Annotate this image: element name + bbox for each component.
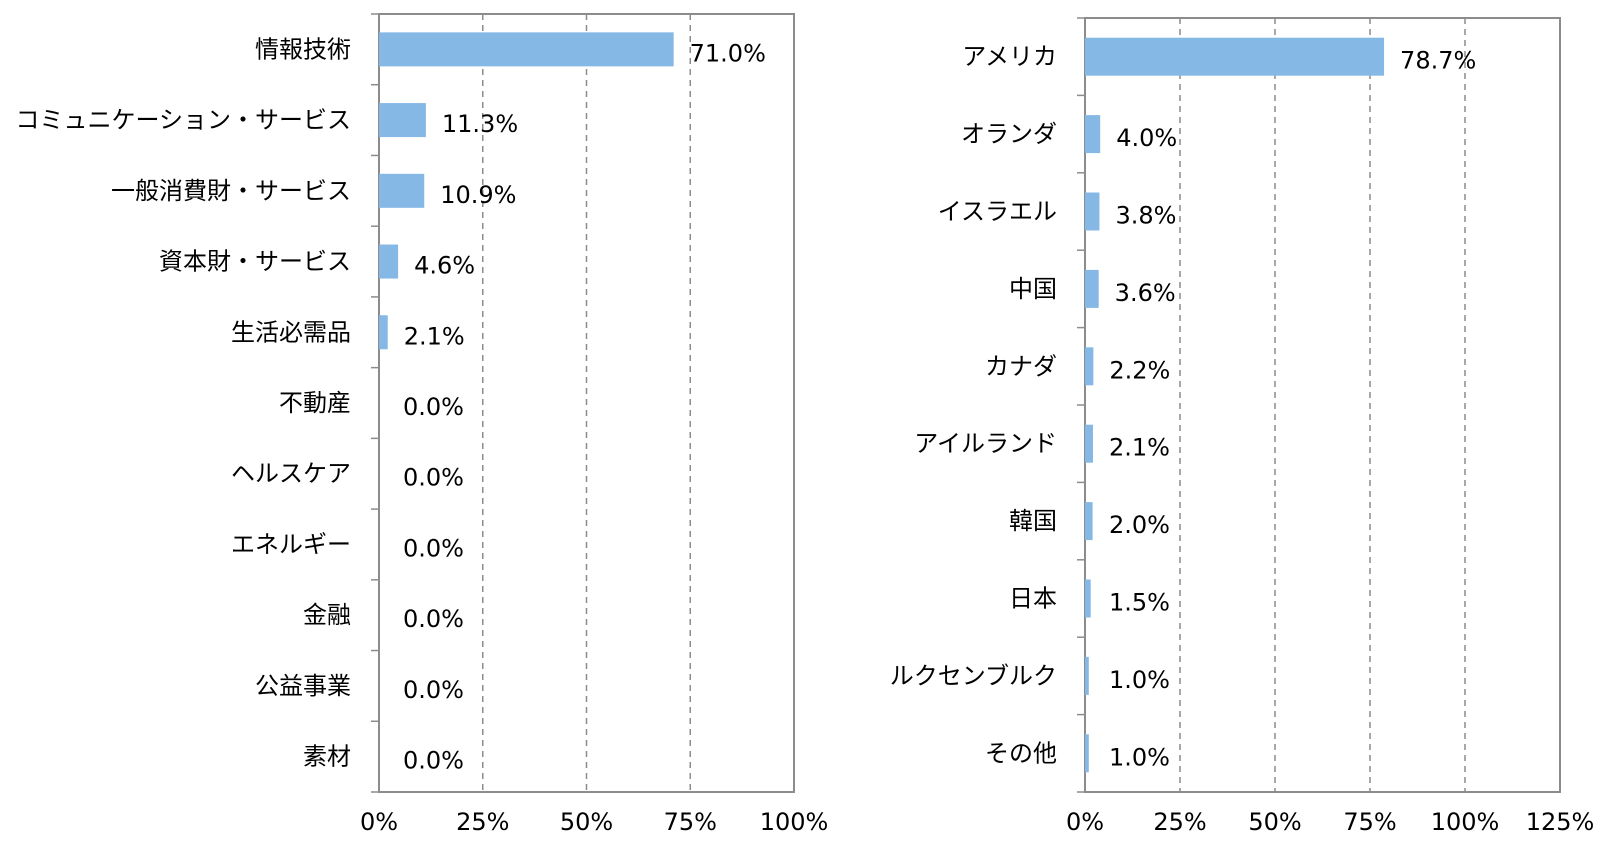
sector-bar bbox=[379, 173, 425, 208]
sector-category-label: 金融 bbox=[303, 601, 351, 629]
sector-bar bbox=[379, 244, 399, 279]
country-bar bbox=[1085, 502, 1093, 541]
sector-bar bbox=[379, 315, 388, 350]
country-value-label: 2.0% bbox=[1109, 511, 1170, 539]
country-value-label: 3.6% bbox=[1115, 279, 1176, 307]
sector-chart: 情報技術 71.0% コミュニケーション・サービス 11.3% 一般消費財・サービス 10… bbox=[15, 13, 829, 836]
sector-x-tick-label: 100% bbox=[760, 808, 829, 836]
sector-bar bbox=[379, 32, 674, 67]
sector-x-tick-label: 50% bbox=[560, 808, 613, 836]
country-value-label: 78.7% bbox=[1400, 47, 1476, 75]
sector-value-label: 2.1% bbox=[404, 322, 465, 350]
country-value-label: 1.5% bbox=[1109, 589, 1170, 617]
country-x-tick-label: 100% bbox=[1431, 808, 1500, 836]
country-category-label: カナダ bbox=[985, 352, 1057, 380]
sector-category-label: 一般消費財・サービス bbox=[111, 177, 351, 205]
sector-plot-frame bbox=[378, 13, 795, 793]
country-x-tick-label: 125% bbox=[1526, 808, 1595, 836]
sector-category-label: 素材 bbox=[303, 743, 351, 771]
country-x-tick-label: 50% bbox=[1248, 808, 1301, 836]
country-bar bbox=[1085, 424, 1093, 463]
sector-category-label: エネルギー bbox=[231, 530, 351, 558]
country-category-label: オランダ bbox=[961, 120, 1057, 148]
country-category-label: その他 bbox=[985, 739, 1057, 767]
country-category-label: アメリカ bbox=[962, 43, 1057, 71]
sector-category-label: 情報技術 bbox=[255, 35, 351, 63]
sector-value-label: 11.3% bbox=[442, 110, 518, 138]
sector-value-label: 0.0% bbox=[403, 605, 464, 633]
country-value-label: 4.0% bbox=[1116, 124, 1177, 152]
country-bar bbox=[1085, 192, 1100, 231]
sector-value-label: 0.0% bbox=[403, 676, 464, 704]
country-value-label: 1.0% bbox=[1109, 666, 1170, 694]
country-category-label: アイルランド bbox=[914, 430, 1057, 458]
country-bar bbox=[1085, 115, 1101, 154]
country-x-tick-label: 25% bbox=[1153, 808, 1206, 836]
country-bar bbox=[1085, 37, 1385, 76]
country-category-label: 日本 bbox=[1009, 585, 1057, 613]
sector-category-label: 資本財・サービス bbox=[159, 248, 351, 276]
country-x-tick-label: 75% bbox=[1343, 808, 1396, 836]
country-value-label: 1.0% bbox=[1109, 743, 1170, 771]
sector-value-label: 71.0% bbox=[690, 39, 766, 67]
sector-x-tick-label: 25% bbox=[456, 808, 509, 836]
country-value-label: 2.2% bbox=[1109, 356, 1170, 384]
sector-value-label: 10.9% bbox=[440, 181, 516, 209]
sector-value-label: 4.6% bbox=[414, 252, 475, 280]
country-bar bbox=[1085, 347, 1094, 386]
sector-x-tick-label: 0% bbox=[360, 808, 398, 836]
country-value-label: 2.1% bbox=[1109, 434, 1170, 462]
sector-x-tick-label: 75% bbox=[664, 808, 717, 836]
country-category-label: 韓国 bbox=[1009, 507, 1057, 535]
sector-category-label: コミュニケーション・サービス bbox=[15, 106, 351, 134]
country-bar bbox=[1085, 579, 1091, 618]
sector-value-label: 0.0% bbox=[403, 747, 464, 775]
sector-category-label: 公益事業 bbox=[255, 672, 351, 700]
country-x-tick-label: 0% bbox=[1066, 808, 1104, 836]
country-category-label: 中国 bbox=[1009, 275, 1057, 303]
country-value-label: 3.8% bbox=[1115, 202, 1176, 230]
country-category-label: イスラエル bbox=[938, 198, 1057, 226]
sector-value-label: 0.0% bbox=[403, 534, 464, 562]
sector-category-label: 不動産 bbox=[279, 389, 351, 417]
sector-value-label: 0.0% bbox=[403, 393, 464, 421]
country-bar bbox=[1085, 656, 1089, 695]
sector-bar bbox=[379, 103, 426, 138]
sector-category-label: ヘルスケア bbox=[231, 460, 351, 488]
country-chart: アメリカ 78.7% オランダ 4.0% イスラエル 3.8% 中国 3.6% カナダ 2.2% ア… bbox=[890, 17, 1595, 836]
country-bar bbox=[1085, 269, 1099, 308]
country-category-label: ルクセンブルク bbox=[890, 662, 1057, 690]
sector-category-label: 生活必需品 bbox=[231, 318, 351, 346]
country-bar bbox=[1085, 734, 1089, 773]
sector-value-label: 0.0% bbox=[403, 464, 464, 492]
